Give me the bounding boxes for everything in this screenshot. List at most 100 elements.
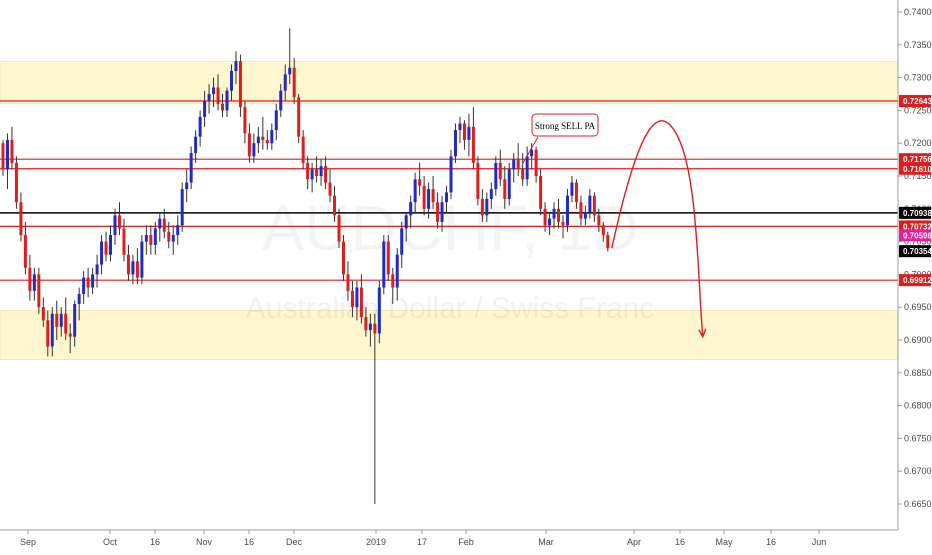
candle-body	[297, 97, 301, 137]
x-tick-label: Apr	[627, 537, 641, 547]
price-badge-label: 0.72643	[903, 97, 932, 106]
candle-body	[315, 169, 319, 176]
candle-body	[216, 87, 220, 104]
price-badge-label: 0.70354	[903, 247, 932, 256]
candle-body	[109, 235, 113, 255]
candle-body	[176, 225, 180, 236]
candle-body	[113, 215, 117, 236]
candle-body	[41, 307, 45, 321]
candle-body	[73, 303, 77, 337]
candle-body	[1, 143, 5, 170]
candle-body	[346, 274, 350, 291]
candle-body	[270, 130, 274, 144]
candle-body	[597, 215, 601, 226]
candle-body	[256, 136, 260, 144]
price-badge-label: 0.70732	[903, 222, 932, 231]
candle-body	[324, 166, 328, 183]
x-tick-label: Sep	[20, 537, 36, 547]
price-badge	[899, 274, 931, 287]
candle-body	[185, 182, 189, 190]
candle-body	[368, 323, 372, 331]
candle-body	[135, 261, 139, 278]
candle-body	[14, 162, 18, 203]
candle-body	[355, 287, 359, 308]
candle-body	[198, 116, 202, 137]
candle-body	[131, 261, 135, 275]
candle-body	[413, 179, 417, 203]
candle-body	[265, 139, 269, 144]
candle-body	[158, 218, 162, 229]
candle-body	[50, 313, 54, 347]
candle-body	[512, 159, 516, 170]
candle-body	[557, 208, 561, 222]
candle-body	[431, 189, 435, 203]
candle-body	[91, 274, 95, 288]
candle-body	[167, 231, 171, 242]
candle-body	[59, 313, 63, 327]
projection-arrowhead	[698, 328, 707, 339]
price-badge-label: 0.71610	[903, 165, 932, 174]
candle-body	[292, 67, 296, 98]
price-badge	[899, 206, 931, 219]
candle-body	[37, 274, 41, 308]
candle-body	[592, 195, 596, 216]
candle-body	[149, 235, 153, 245]
candle-body	[395, 254, 399, 288]
candle-body	[453, 130, 457, 157]
candle-body	[377, 287, 381, 334]
candle-body	[418, 179, 422, 186]
candle-body	[328, 182, 332, 196]
symbol-watermark: AUDCHF, 1D	[262, 192, 639, 264]
annotation-box	[531, 113, 599, 137]
candle-body	[507, 169, 511, 199]
candle-body	[601, 225, 605, 236]
x-tick-label: 16	[244, 537, 254, 547]
candle-body	[288, 67, 292, 75]
supply-demand-zone	[0, 60, 899, 105]
candles-layer	[1, 28, 610, 504]
candle-body	[382, 241, 386, 288]
candle-body	[359, 287, 363, 318]
candle-body	[458, 123, 462, 131]
candle-body	[462, 123, 466, 140]
candle-body	[310, 169, 314, 180]
price-badge-label: 0.70596	[903, 231, 932, 240]
candle-body	[386, 241, 390, 275]
candle-body	[203, 100, 207, 117]
x-tick-label: Feb	[458, 537, 474, 547]
candle-body	[503, 179, 507, 199]
candle-body	[440, 202, 444, 222]
candle-body	[95, 264, 99, 275]
annotation-pointer	[522, 136, 539, 164]
candle-body	[77, 294, 81, 304]
candle-body	[588, 195, 592, 213]
x-tick-label: Dec	[286, 537, 303, 547]
candle-body	[489, 189, 493, 199]
candle-body	[552, 208, 556, 219]
candle-body	[104, 241, 108, 255]
candle-body	[583, 212, 587, 219]
candle-body	[539, 176, 543, 209]
candle-body	[243, 107, 247, 134]
supply-demand-zone	[0, 310, 899, 360]
price-badge	[899, 95, 931, 108]
candle-body	[480, 198, 484, 216]
candle-body	[261, 136, 265, 140]
candle-body	[391, 274, 395, 288]
candle-body	[422, 185, 426, 209]
candle-body	[548, 218, 552, 226]
candle-body	[82, 277, 86, 295]
candle-body	[565, 195, 569, 226]
candle-body	[225, 90, 229, 111]
candle-body	[274, 110, 278, 131]
time-axis-background	[0, 530, 932, 550]
price-badge-label: 0.71756	[903, 155, 932, 164]
